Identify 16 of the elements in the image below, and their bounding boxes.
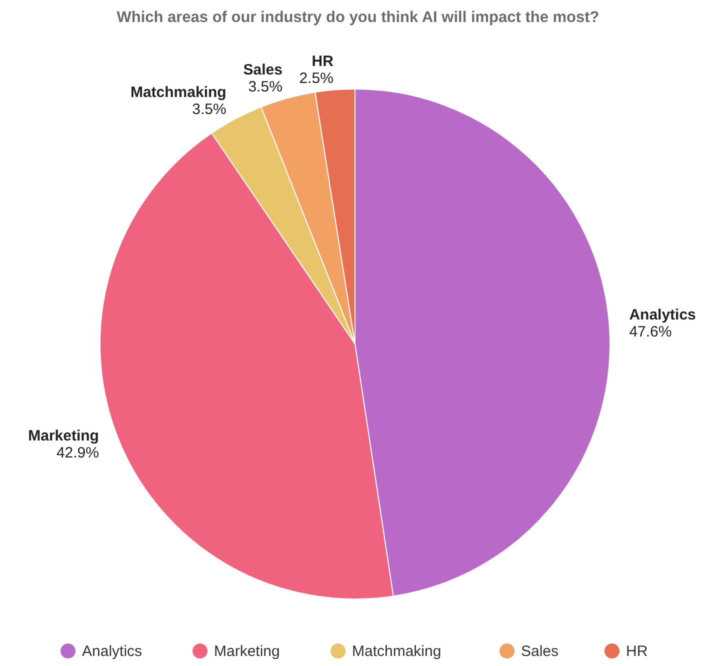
data-label: 47.6% [629, 323, 672, 340]
slice-label: HR [312, 52, 334, 70]
slice-label: Marketing [28, 427, 99, 444]
legend-label: Matchmaking [352, 643, 442, 660]
chart-title: Which areas of our industry do you think AI will impact the most? [116, 9, 600, 26]
legend-label: Analytics [82, 643, 142, 660]
slice-label: Sales [243, 62, 282, 79]
data-label: 2.5% [299, 70, 334, 87]
data-label: 3.5% [192, 100, 226, 118]
data-label: 3.5% [248, 78, 282, 96]
legend-label: Marketing [214, 643, 280, 660]
data-label: 42.9% [56, 444, 99, 462]
slice-label: Analytics [629, 306, 696, 324]
slice-label: Matchmaking [130, 84, 226, 101]
legend-label: HR [626, 643, 648, 660]
legend-label: Sales [521, 643, 559, 660]
